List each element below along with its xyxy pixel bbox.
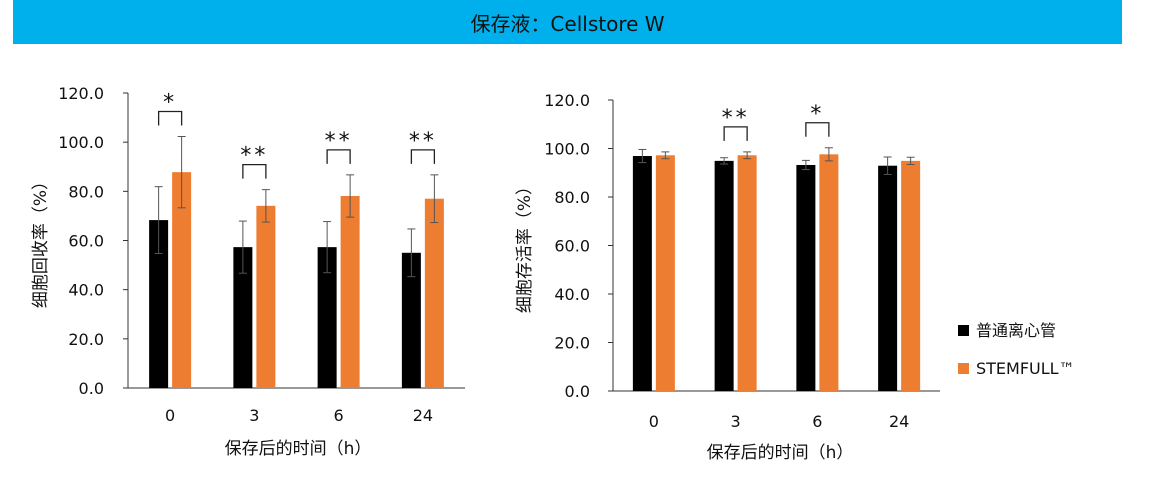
y-axis-title: 细胞存活率（%） <box>515 178 535 313</box>
bar-black <box>149 220 169 388</box>
significance-bracket <box>326 149 351 164</box>
bar-black <box>401 252 421 388</box>
y-tick-label: 120.0 <box>58 84 104 103</box>
y-tick-label: 0.0 <box>79 379 104 398</box>
y-tick-label: 20.0 <box>68 330 104 349</box>
y-axis-title: 细胞回收率（%） <box>31 173 51 308</box>
bar-orange <box>256 205 276 388</box>
bar-black <box>878 165 898 391</box>
y-tick-label: 100.0 <box>58 133 104 152</box>
y-tick-label: 100.0 <box>544 140 590 159</box>
significance-marker: ** <box>722 106 750 131</box>
bar-orange <box>340 196 360 388</box>
significance-bracket <box>242 163 267 179</box>
bar-black <box>317 247 337 388</box>
significance-bracket <box>723 126 748 141</box>
y-tick-label: 60.0 <box>68 232 104 251</box>
y-tick-label: 40.0 <box>554 285 590 304</box>
bar-orange <box>737 155 757 391</box>
bar-black <box>796 164 816 391</box>
significance-marker: ** <box>409 129 437 154</box>
legend: 普通离心管 STEMFULL™ <box>958 321 1075 378</box>
y-tick-label: 120.0 <box>544 91 590 110</box>
x-tick-label: 0 <box>649 412 659 431</box>
title-banner: 保存液：Cellstore W <box>13 0 1122 44</box>
x-tick-label: 3 <box>731 412 741 431</box>
bar-orange <box>901 160 921 391</box>
x-tick-label: 3 <box>249 406 259 425</box>
significance-marker: ** <box>325 129 353 154</box>
legend-label: 普通离心管 <box>976 321 1056 340</box>
bar-orange <box>424 198 444 388</box>
bar-orange <box>819 154 839 391</box>
significance-bracket <box>410 149 436 164</box>
significance-marker: * <box>163 91 177 116</box>
y-tick-label: 80.0 <box>554 188 590 207</box>
bar-black <box>714 160 734 391</box>
y-tick-label: 20.0 <box>554 334 590 353</box>
bar-black <box>233 247 253 388</box>
significance-bracket <box>805 122 830 137</box>
x-tick-label: 24 <box>889 412 909 431</box>
significance-marker: * <box>810 102 824 127</box>
bar-orange <box>172 172 192 388</box>
x-tick-label: 6 <box>334 406 344 425</box>
y-tick-label: 60.0 <box>554 237 590 256</box>
y-tick-label: 40.0 <box>68 281 104 300</box>
legend-swatch <box>958 363 969 374</box>
y-tick-label: 0.0 <box>565 382 590 401</box>
chart-1: 0.0 20.0 40.0 60.0 80.0 100.0 120.0 0 * 3 ** 6 ** 24 *… <box>31 84 465 459</box>
significance-bracket <box>157 110 183 126</box>
bar-black <box>632 156 652 391</box>
x-tick-label: 6 <box>812 412 822 431</box>
significance-marker: ** <box>240 144 268 169</box>
y-tick-label: 80.0 <box>68 182 104 201</box>
bar-orange <box>655 155 675 391</box>
x-tick-label: 0 <box>165 406 175 425</box>
x-axis-title: 保存后的时间（h） <box>225 439 372 459</box>
legend-swatch <box>958 325 969 336</box>
x-tick-label: 24 <box>413 406 433 425</box>
chart-2: 0.0 20.0 40.0 60.0 80.0 100.0 120.0 0 3 ** 6 * 24 保存后… <box>515 91 940 463</box>
page-title: 保存液：Cellstore W <box>470 11 665 36</box>
legend-label: STEMFULL™ <box>976 359 1075 378</box>
x-axis-title: 保存后的时间（h） <box>707 443 854 463</box>
